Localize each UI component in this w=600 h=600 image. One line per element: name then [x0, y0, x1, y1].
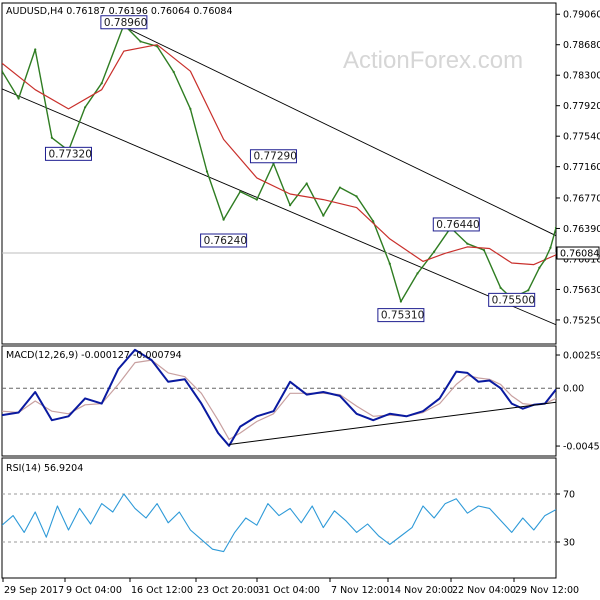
- price-point: [205, 170, 209, 173]
- rsi-panel-frame: [1, 457, 557, 579]
- x-tick-label: 29 Sep 2017: [4, 585, 64, 596]
- macd-y-tick-label: 0.00: [563, 384, 584, 395]
- price-point: [156, 45, 159, 48]
- price-point: [466, 242, 469, 245]
- main-panel-frame: [1, 2, 557, 345]
- annotation-label: 0.76440: [436, 219, 479, 231]
- main-y-tick-label: 0.76010: [563, 254, 600, 265]
- price-point: [222, 218, 225, 221]
- rsi-y-tick-label: 30: [563, 538, 575, 549]
- moving-average-line: [2, 44, 556, 266]
- price-point: [239, 190, 242, 193]
- annotation-label: 0.77290: [253, 151, 296, 163]
- price-point: [355, 195, 358, 198]
- price-point: [288, 204, 292, 207]
- price-point: [2, 70, 4, 73]
- annotation-box: [432, 217, 480, 232]
- price-point: [50, 136, 53, 139]
- annotation-box: [100, 15, 148, 30]
- channel-line: [2, 88, 556, 326]
- price-annotation: 0.78960: [100, 15, 148, 30]
- macd-panel-frame: [1, 345, 557, 457]
- price-annotation: 0.75310: [377, 308, 425, 323]
- annotation-box: [377, 308, 425, 323]
- price-point: [305, 182, 308, 185]
- price-point: [482, 249, 486, 252]
- price-point: [17, 97, 20, 100]
- price-annotation: 0.75500: [488, 292, 536, 307]
- rsi-y-tick-label: 70: [563, 490, 575, 501]
- price-point: [499, 286, 502, 289]
- price-point: [527, 289, 530, 292]
- main-plot-area: [2, 15, 556, 326]
- price-point: [139, 40, 142, 43]
- x-tick-label: 22 Nov 04:00: [452, 585, 516, 596]
- macd-trendline: [229, 401, 556, 445]
- x-tick-label: 29 Nov 12:00: [515, 585, 579, 596]
- price-point: [554, 226, 556, 229]
- price-point: [34, 48, 37, 51]
- chart-title: AUDUSD,H4 0.76187 0.76196 0.76064 0.7608…: [6, 6, 233, 17]
- price-point: [172, 70, 175, 74]
- annotation-label: 0.75310: [381, 310, 424, 322]
- annotation-box: [249, 149, 297, 164]
- price-point: [372, 220, 375, 223]
- price-point: [433, 250, 436, 253]
- price-point: [84, 106, 87, 109]
- x-tick-label: 16 Oct 12:00: [131, 585, 193, 596]
- macd-plot-area: [2, 348, 556, 447]
- main-y-tick-label: 0.77160: [563, 162, 600, 173]
- channel-line: [101, 15, 556, 237]
- main-y-tick-label: 0.76390: [563, 224, 600, 235]
- macd-y-tick-label: -0.004522: [563, 442, 600, 453]
- annotation-box: [200, 233, 248, 248]
- price-point: [255, 198, 258, 201]
- price-point: [538, 266, 541, 269]
- x-tick-label: 31 Oct 04:00: [258, 585, 320, 596]
- annotation-label: 0.75500: [492, 294, 535, 306]
- main-y-tick-label: 0.79060: [563, 10, 600, 21]
- price-point: [322, 214, 325, 217]
- rsi-label: RSI(14) 56.9204: [6, 463, 83, 474]
- annotation-label: 0.78960: [104, 17, 147, 29]
- price-point: [388, 262, 391, 265]
- price-annotation: 0.76440: [432, 217, 480, 232]
- x-tick-label: 14 Nov 20:00: [389, 585, 453, 596]
- annotation-label: 0.77320: [48, 148, 91, 160]
- price-point: [100, 82, 103, 85]
- current-price-label: 0.76084: [556, 246, 600, 260]
- price-point: [189, 107, 192, 111]
- macd-line: [2, 348, 556, 447]
- rsi-plot-area: [2, 493, 556, 553]
- price-annotation: 0.77320: [44, 146, 92, 161]
- price-annotation: 0.77290: [249, 149, 297, 164]
- main-y-tick-label: 0.78300: [563, 71, 600, 82]
- main-y-tick-label: 0.77540: [563, 132, 600, 143]
- current-price-text: 0.76084: [560, 249, 599, 260]
- annotation-box: [488, 292, 536, 307]
- main-y-tick-label: 0.76770: [563, 193, 600, 204]
- watermark: ActionForex.com: [343, 47, 523, 74]
- macd-signal-line: [2, 359, 556, 440]
- main-y-tick-label: 0.77920: [563, 101, 600, 112]
- x-tick-label: 9 Oct 04:00: [66, 585, 122, 596]
- price-annotation: 0.76240: [200, 233, 248, 248]
- annotation-box: [44, 146, 92, 161]
- annotation-label: 0.76240: [204, 235, 247, 247]
- price-point: [399, 300, 402, 303]
- price-point: [543, 258, 547, 261]
- main-y-tick-label: 0.75250: [563, 315, 600, 326]
- price-point: [416, 272, 419, 275]
- macd-label: MACD(12,26,9) -0.000127 -0.000794: [6, 350, 182, 361]
- current-price-box: [556, 246, 600, 260]
- x-tick-label: 7 Nov 12:00: [331, 585, 389, 596]
- price-point: [549, 246, 552, 249]
- x-tick-label: 23 Oct 20:00: [197, 585, 259, 596]
- price-point: [338, 186, 342, 189]
- main-y-tick-label: 0.78680: [563, 40, 600, 51]
- macd-y-tick-label: 0.002595: [563, 351, 600, 362]
- main-y-tick-label: 0.75630: [563, 285, 600, 296]
- rsi-line: [2, 493, 556, 553]
